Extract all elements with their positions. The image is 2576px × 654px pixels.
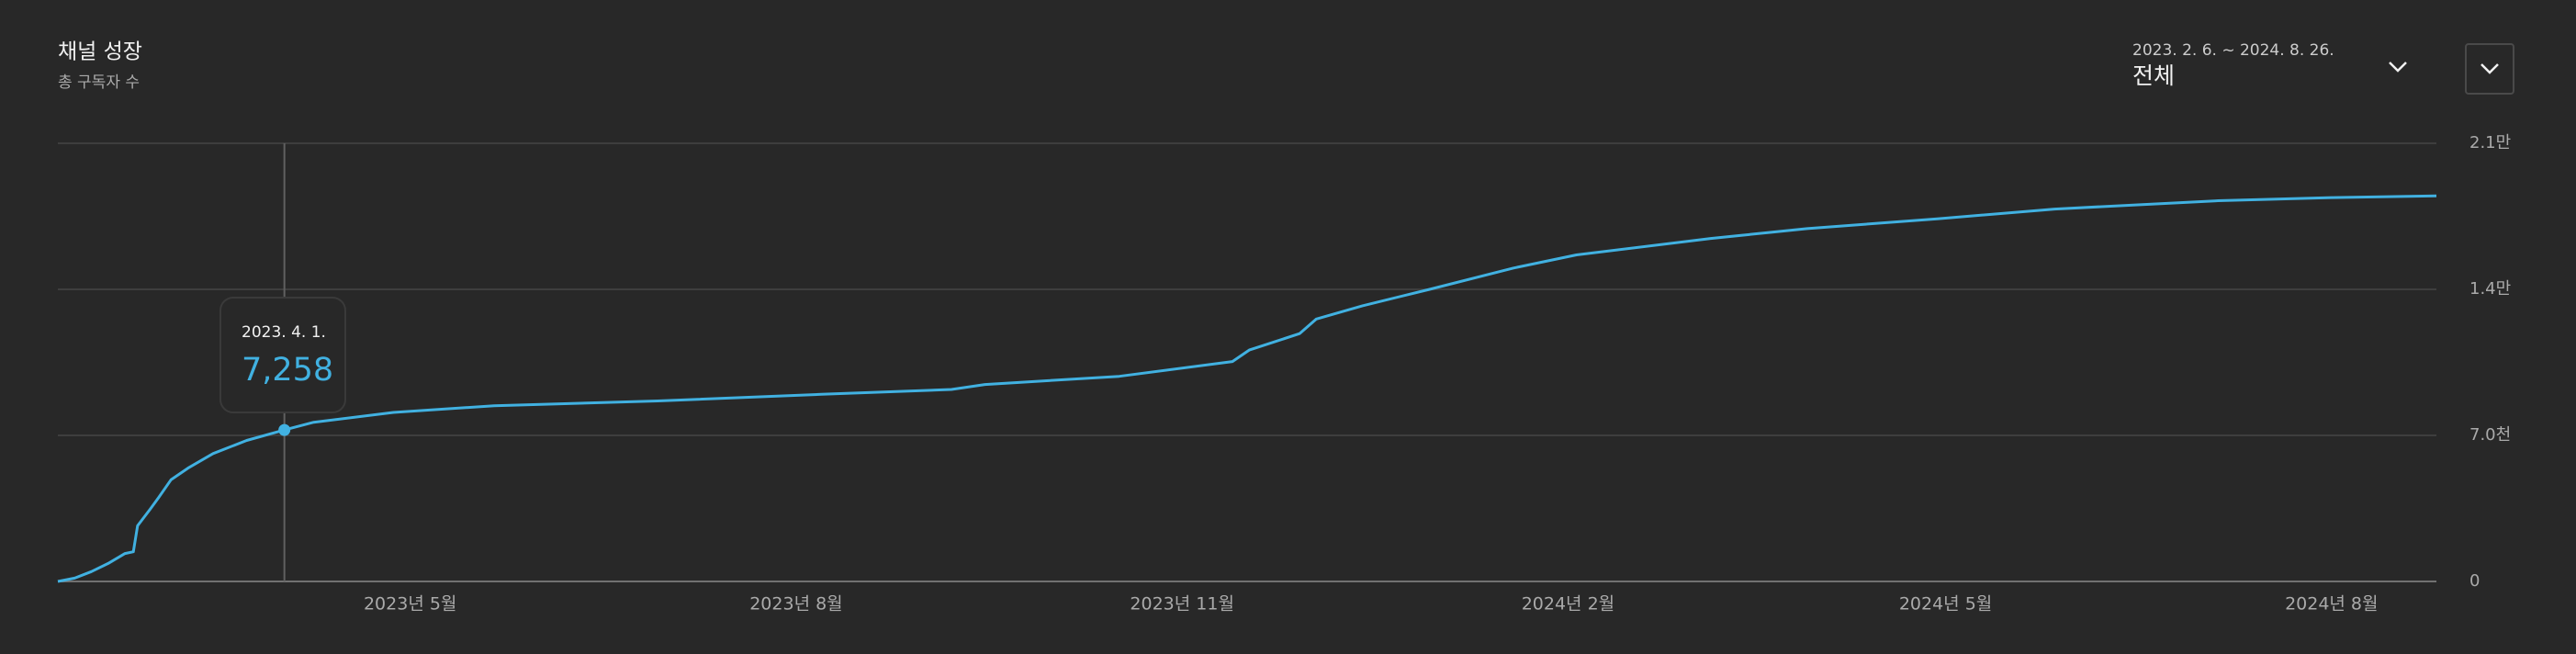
x-tick-label: 2023년 11월 [1130,594,1234,615]
period-label: 전체 [2132,62,2175,89]
y-tick-label: 1.4만 [2469,279,2511,299]
button-chevron [2480,63,2499,74]
chart-subtitle: 총 구독자 수 [58,73,140,92]
dropdown-chevron [2389,62,2407,73]
x-tick-label: 2024년 2월 [1522,594,1614,615]
y-tick-label: 7.0천 [2469,425,2511,445]
y-tick-label: 2.1만 [2469,133,2511,152]
tooltip-box [219,297,346,413]
hover-point [278,423,291,436]
y-tick-label: 0 [2469,571,2480,591]
plot-area: 0 7.0천 1.4만 2.1만 2023년 5월 2023년 8월 2023년 11월 20… [57,133,2511,615]
chart-title: 채널 성장 [58,40,142,64]
date-range: 2023. 2. 6. ~ 2024. 8. 26. [2132,41,2334,60]
x-tick-label: 2024년 8월 [2285,594,2378,615]
series-line [57,194,2437,583]
button-frame [2465,43,2514,95]
tooltip: 2023. 4. 1. 7,258 [219,297,346,413]
x-tick-label: 2024년 5월 [1899,594,1992,615]
tooltip-date: 2023. 4. 1. [242,323,326,342]
period-selector[interactable]: 2023. 2. 6. ~ 2024. 8. 26. 전체 [2132,41,2407,89]
tooltip-value: 7,258 [242,352,333,389]
x-tick-label: 2023년 8월 [749,594,842,615]
x-tick-label: 2023년 5월 [364,594,456,615]
options-button[interactable] [2465,43,2514,95]
